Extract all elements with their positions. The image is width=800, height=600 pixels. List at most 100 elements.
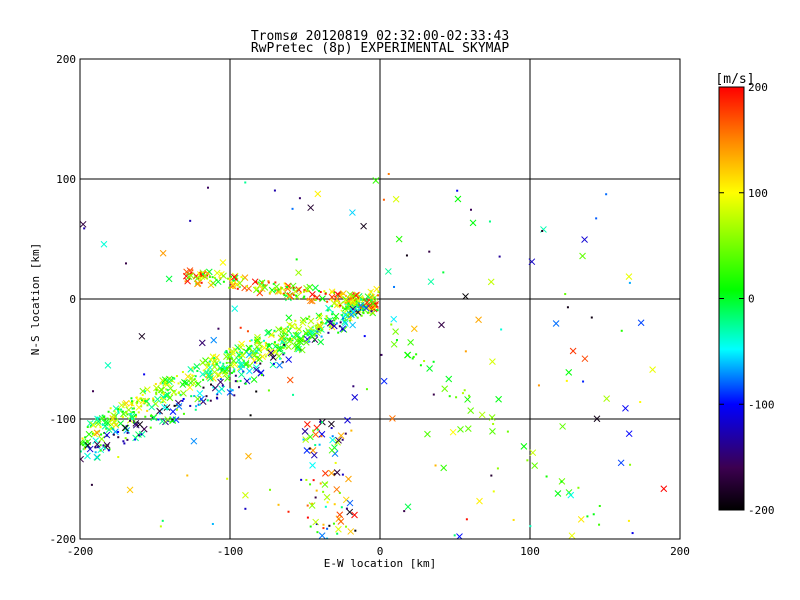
data-point-dot	[94, 446, 97, 449]
data-point-dot	[86, 426, 89, 429]
data-point-cross	[196, 390, 204, 397]
data-point-dot	[132, 410, 135, 413]
data-point-dot	[195, 282, 198, 285]
data-point-dot	[206, 274, 209, 277]
data-point-dot	[164, 383, 167, 386]
data-point-cross	[299, 319, 307, 327]
data-point-cross	[404, 351, 412, 359]
data-point-dot	[134, 413, 137, 416]
data-point-dot	[140, 405, 143, 408]
data-point-cross	[326, 319, 334, 327]
data-point-dot	[537, 384, 540, 387]
data-point-cross	[577, 515, 585, 523]
data-point-dot	[342, 292, 345, 295]
data-point-cross	[217, 378, 224, 386]
data-point-dot	[349, 316, 352, 319]
data-point-cross	[353, 291, 361, 299]
data-point-dot	[240, 351, 243, 354]
data-point-dot	[529, 525, 532, 528]
data-point-dot	[83, 227, 86, 230]
data-point-dot	[117, 411, 120, 414]
data-point-dot	[370, 313, 373, 316]
data-point-dot	[159, 382, 162, 385]
data-point-dot	[282, 346, 285, 349]
data-point-dot	[134, 438, 137, 441]
data-point-cross	[136, 421, 144, 428]
colorbar-tick-label: 0	[748, 293, 755, 306]
data-point-dot	[365, 388, 368, 391]
data-point-cross	[267, 349, 275, 357]
data-point-dot	[326, 300, 329, 303]
data-point-dot	[84, 446, 87, 449]
data-point-cross	[301, 427, 309, 435]
data-point-dot	[282, 332, 285, 335]
data-point-dot	[286, 334, 289, 337]
data-point-dot	[565, 379, 568, 382]
data-point-dot	[336, 300, 339, 303]
data-point-dot	[149, 426, 152, 429]
data-point-cross	[395, 235, 403, 243]
data-point-dot	[189, 404, 192, 407]
data-point-cross	[98, 435, 106, 443]
data-point-cross	[170, 388, 178, 396]
data-point-dot	[319, 482, 322, 485]
data-point-cross	[489, 428, 496, 435]
data-point-cross	[328, 469, 335, 477]
data-point-dot	[318, 443, 321, 446]
data-point-dot	[305, 478, 308, 481]
data-point-dot	[512, 518, 515, 521]
data-point-dot	[273, 189, 276, 192]
data-point-dot	[210, 370, 213, 373]
data-point-cross	[360, 222, 367, 230]
data-point-cross	[559, 423, 566, 430]
data-point-cross	[84, 452, 91, 460]
data-point-cross	[286, 376, 294, 384]
data-point-cross	[407, 339, 414, 346]
data-point-dot	[211, 522, 214, 525]
colorbar-tick-label: 100	[748, 187, 768, 200]
data-point-cross	[660, 485, 668, 493]
data-point-cross	[199, 359, 207, 366]
data-point-dot	[208, 275, 211, 278]
data-point-cross	[213, 269, 221, 277]
data-point-dot	[320, 321, 323, 324]
data-point-dot	[207, 363, 210, 366]
data-point-dot	[326, 501, 329, 504]
data-point-dot	[191, 374, 194, 377]
data-point-dot	[222, 280, 225, 283]
data-point-dot	[249, 340, 252, 343]
data-point-dot	[286, 326, 289, 329]
data-point-dot	[322, 527, 325, 530]
data-point-cross	[242, 359, 250, 367]
data-point-cross	[392, 195, 400, 203]
data-point-dot	[302, 296, 305, 299]
data-point-dot	[212, 354, 215, 357]
data-point-dot	[325, 322, 328, 325]
data-point-cross	[159, 249, 167, 257]
data-point-cross	[80, 220, 87, 228]
data-point-cross	[333, 301, 341, 309]
data-point-dot	[358, 310, 361, 313]
data-point-dot	[222, 362, 225, 365]
data-point-dot	[464, 350, 467, 353]
data-point-dot	[321, 421, 324, 424]
data-point-cross	[278, 335, 286, 342]
data-point-dot	[315, 334, 318, 337]
data-point-dot	[121, 415, 124, 418]
data-point-dot	[419, 364, 422, 367]
data-point-dot	[220, 272, 223, 275]
data-point-dot	[393, 285, 396, 288]
data-point-cross	[214, 278, 222, 286]
data-point-cross	[384, 268, 392, 275]
data-point-cross	[309, 447, 317, 454]
data-point-cross	[321, 481, 329, 488]
data-point-dot	[291, 324, 294, 327]
data-point-cross	[318, 430, 326, 438]
data-point-dot	[492, 422, 495, 425]
data-point-dot	[350, 429, 353, 432]
data-point-dot	[178, 391, 181, 394]
data-point-dot	[220, 369, 223, 372]
data-point-dot	[179, 393, 182, 396]
data-point-dot	[237, 386, 240, 389]
data-point-dot	[161, 382, 164, 385]
